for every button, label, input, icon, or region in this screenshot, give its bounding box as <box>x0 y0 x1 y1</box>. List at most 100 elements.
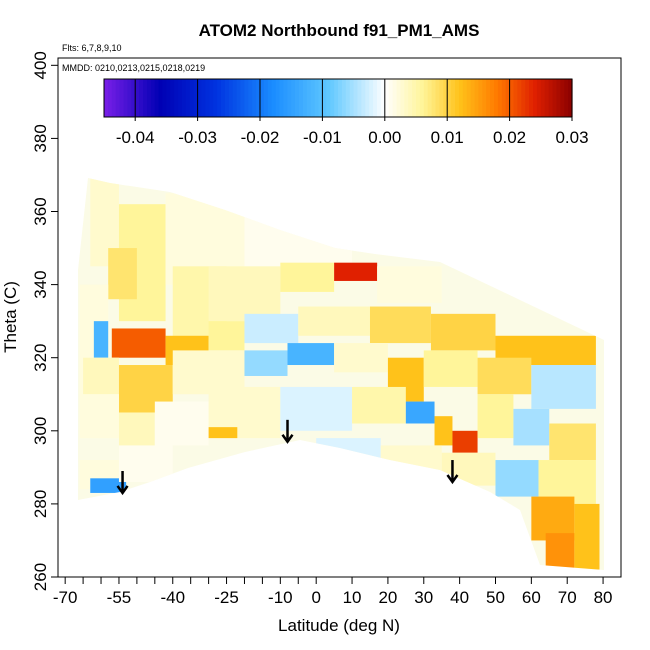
colorbar-swatch <box>462 79 468 117</box>
colorbar-swatch <box>400 79 405 117</box>
colorbar-swatch <box>244 79 249 117</box>
colorbar-swatch <box>182 79 187 117</box>
y-axis-label: Theta (C) <box>1 281 20 353</box>
colorbar-swatch <box>170 79 175 117</box>
colorbar-swatch <box>349 79 355 117</box>
colorbar-swatch <box>322 79 327 117</box>
colorbar-swatch <box>135 79 140 117</box>
colorbar-swatch <box>396 79 401 117</box>
colorbar-swatch <box>548 79 554 117</box>
heatmap-cell <box>208 321 245 351</box>
colorbar-swatch <box>221 79 226 117</box>
colorbar-tick-label: 0.01 <box>431 128 464 147</box>
colorbar-swatch <box>338 79 343 117</box>
colorbar-swatch <box>416 79 421 117</box>
colorbar-swatch <box>104 79 109 117</box>
colorbar-tick-label: -0.04 <box>116 128 155 147</box>
colorbar-swatch <box>556 79 561 117</box>
colorbar-swatch <box>521 79 526 117</box>
colorbar-swatch <box>326 79 331 117</box>
heatmap-cell <box>334 262 378 281</box>
heatmap-cell <box>477 394 514 439</box>
x-axis-label: Latitude (deg N) <box>278 616 400 635</box>
colorbar-swatch <box>310 79 316 117</box>
heatmap-cell <box>369 306 431 344</box>
x-tick-label: 80 <box>594 588 613 607</box>
colorbar-swatch <box>435 79 440 117</box>
colorbar-swatch <box>283 79 288 117</box>
heatmap-cell <box>316 438 381 468</box>
colorbar-swatch <box>111 79 117 117</box>
heatmap-cell <box>90 478 127 493</box>
colorbar-swatch <box>115 79 121 117</box>
heatmap-cell <box>244 211 353 267</box>
colorbar-swatch <box>451 79 456 117</box>
colorbar-swatch <box>470 79 476 117</box>
colorbar-swatch <box>419 79 425 117</box>
colorbar-swatch <box>533 79 538 117</box>
colorbar-swatch <box>564 79 569 117</box>
colorbar-tick-label: 0.00 <box>368 128 401 147</box>
heatmap-cell <box>83 357 119 395</box>
heatmap-cell <box>405 401 435 424</box>
colorbar-swatch <box>119 79 125 117</box>
colorbar-swatch <box>544 79 550 117</box>
y-tick-label: 280 <box>31 490 50 518</box>
y-tick-label: 300 <box>31 417 50 445</box>
colorbar-swatch <box>150 79 156 117</box>
colorbar-tick-label: -0.02 <box>241 128 280 147</box>
heatmap-cell <box>513 408 550 446</box>
colorbar-swatch <box>486 79 491 117</box>
colorbar-swatch <box>388 79 394 117</box>
colorbar-swatch <box>205 79 210 117</box>
heatmap-cell <box>334 343 388 373</box>
colorbar-tick-label: 0.02 <box>493 128 526 147</box>
colorbar-swatch <box>193 79 199 117</box>
colorbar-swatch <box>490 79 495 117</box>
colorbar-swatch <box>330 79 335 117</box>
colorbar-swatch <box>408 79 413 117</box>
heatmap-cell <box>79 394 119 439</box>
colorbar-swatch <box>143 79 148 117</box>
colorbar-swatch <box>267 79 273 117</box>
x-tick-label: -70 <box>53 588 78 607</box>
heatmap-cell <box>93 321 109 358</box>
colorbar-swatch <box>275 79 281 117</box>
heatmap-cell <box>495 460 539 497</box>
heatmap-cell <box>118 412 155 450</box>
colorbar-swatch <box>529 79 534 117</box>
colorbar-swatch <box>197 79 203 117</box>
colorbar-swatch <box>466 79 472 117</box>
colorbar-swatch <box>369 79 374 117</box>
colorbar-swatch <box>232 79 238 117</box>
x-tick-label: 60 <box>522 588 541 607</box>
colorbar-swatch <box>314 79 320 117</box>
colorbar-swatch <box>497 79 503 117</box>
colorbar-swatch <box>384 79 390 117</box>
colorbar-swatch <box>240 79 245 117</box>
heatmap-cell <box>377 266 442 303</box>
y-tick-label: 360 <box>31 197 50 225</box>
colorbar-swatch <box>131 79 136 117</box>
colorbar-swatch <box>166 79 171 117</box>
colorbar-swatch <box>271 79 277 117</box>
colorbar-swatch <box>185 79 191 117</box>
heatmap-cell <box>434 416 453 446</box>
x-tick-label: 10 <box>343 588 362 607</box>
colorbar-swatch <box>334 79 339 117</box>
colorbar-swatch <box>139 79 144 117</box>
heatmap-cell <box>111 328 166 358</box>
colorbar-swatch <box>439 79 444 117</box>
colorbar-swatch <box>189 79 195 117</box>
colorbar-swatch <box>377 79 382 117</box>
colorbar-swatch <box>494 79 499 117</box>
colorbar-swatch <box>540 79 546 117</box>
colorbar-swatch <box>299 79 304 117</box>
colorbar-tick-label: -0.03 <box>178 128 217 147</box>
y-axis: 260 280 300 320 340 360 380 400 <box>31 51 58 591</box>
colorbar-swatch <box>263 79 269 117</box>
heatmap-cell <box>423 350 478 387</box>
y-tick-label: 340 <box>31 270 50 298</box>
y-tick-label: 400 <box>31 51 50 79</box>
colorbar-swatch <box>123 79 128 117</box>
